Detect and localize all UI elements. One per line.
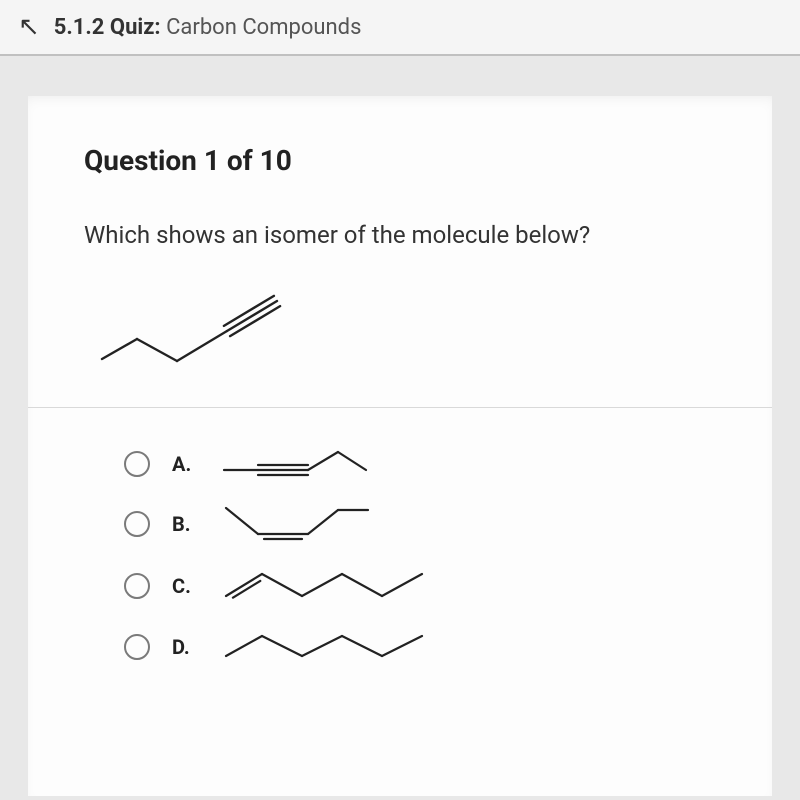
option-d[interactable]: D.	[124, 624, 716, 670]
radio-button[interactable]	[124, 451, 150, 477]
question-text: Which shows an isomer of the molecule be…	[84, 221, 716, 249]
radio-button[interactable]	[124, 511, 150, 537]
option-molecule	[218, 562, 432, 610]
option-a[interactable]: A.	[124, 442, 716, 486]
question-heading: Question 1 of 10	[84, 144, 716, 177]
back-arrow-icon[interactable]: ↖	[18, 12, 40, 42]
quiz-title: Carbon Compounds	[166, 15, 361, 40]
divider	[28, 407, 772, 408]
section-number: 5.1.2	[54, 15, 105, 40]
options-list: A. B. C. D.	[124, 442, 716, 670]
option-b[interactable]: B.	[124, 500, 716, 548]
quiz-header: ↖ 5.1.2 Quiz: Carbon Compounds	[0, 0, 800, 56]
option-letter: D.	[172, 635, 196, 659]
quiz-label: Quiz:	[110, 15, 161, 40]
question-card: Question 1 of 10 Which shows an isomer o…	[28, 96, 772, 796]
option-letter: B.	[172, 512, 196, 536]
option-letter: A.	[172, 452, 196, 476]
stem-molecule	[92, 289, 716, 373]
radio-button[interactable]	[124, 634, 150, 660]
option-c[interactable]: C.	[124, 562, 716, 610]
radio-button[interactable]	[124, 573, 150, 599]
header-title: 5.1.2 Quiz: Carbon Compounds	[54, 15, 362, 40]
option-molecule	[218, 624, 432, 670]
option-molecule	[218, 500, 378, 548]
option-molecule	[218, 442, 378, 486]
option-letter: C.	[172, 574, 196, 598]
